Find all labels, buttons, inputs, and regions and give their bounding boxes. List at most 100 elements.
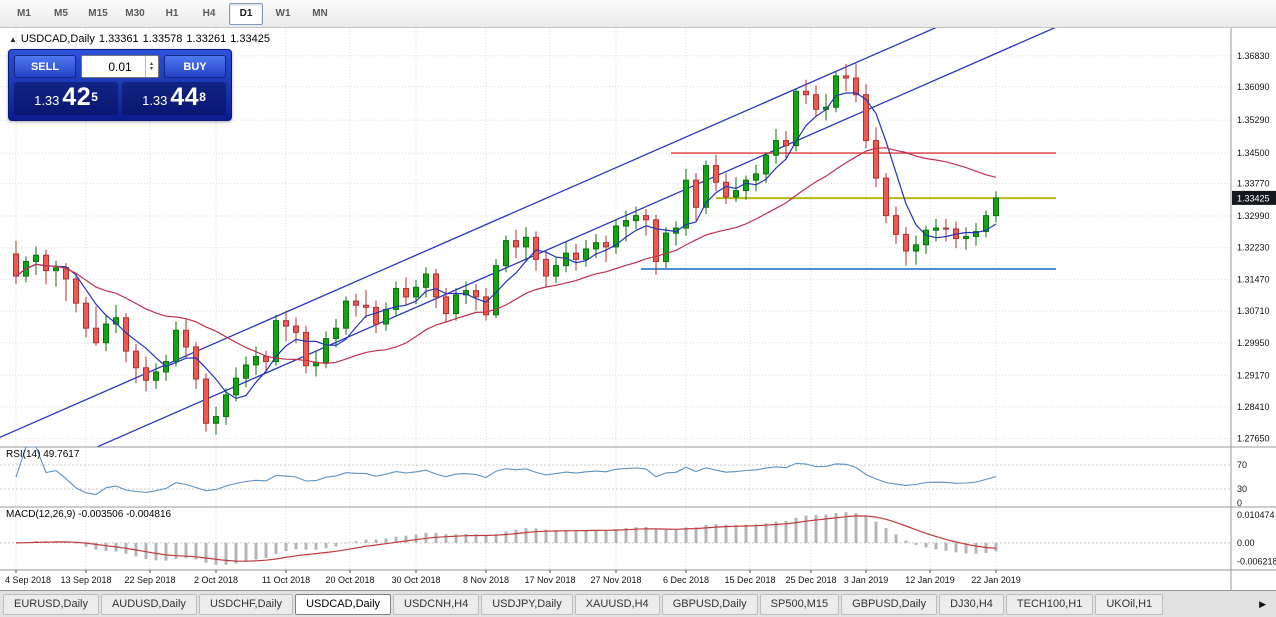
chart-window: ▲ USDCAD,Daily 1.33361 1.33578 1.33261 1… xyxy=(0,28,1276,590)
chart-tab-tech100-h1[interactable]: TECH100,H1 xyxy=(1005,593,1094,615)
ohlc-high: 1.33578 xyxy=(142,33,183,45)
bid-price-display[interactable]: 1.33 425 xyxy=(14,82,118,115)
price-axis-label: 1.36830 xyxy=(1237,51,1270,61)
lot-up-icon[interactable]: ▴ xyxy=(149,60,153,67)
timeframe-button-d1[interactable]: D1 xyxy=(229,2,263,25)
candle xyxy=(993,191,999,223)
candle xyxy=(43,249,49,285)
timeframe-button-h1[interactable]: H1 xyxy=(165,8,179,19)
rsi-indicator-label: RSI(14) 49.7617 xyxy=(6,449,79,460)
buy-button[interactable]: BUY xyxy=(164,55,226,78)
rsi-value: 49.7617 xyxy=(43,449,80,460)
candle xyxy=(103,314,109,352)
candle xyxy=(763,152,769,184)
timeframe-button-h4[interactable]: H4 xyxy=(202,8,216,19)
candle xyxy=(223,388,229,425)
candle xyxy=(843,63,849,92)
time-axis-label: 13 Sep 2018 xyxy=(60,575,111,585)
chart-tab-usdcad-daily[interactable]: USDCAD,Daily xyxy=(295,593,392,615)
candle xyxy=(503,235,509,273)
candle xyxy=(563,242,569,273)
timeframe-button-m30[interactable]: M30 xyxy=(125,8,145,19)
main-chart-plot xyxy=(0,28,1196,509)
candle xyxy=(783,131,789,159)
chart-tab-ukoil-h1[interactable]: UKOil,H1 xyxy=(1095,593,1164,615)
time-axis-label: 3 Jan 2019 xyxy=(844,575,889,585)
candle xyxy=(673,221,679,246)
chart-tab-bar: EURUSD,Daily AUDUSD,Daily USDCHF,Daily USDC… xyxy=(0,590,1276,617)
candle xyxy=(353,293,359,317)
chart-tab-usdcnh-h4[interactable]: USDCNH,H4 xyxy=(393,593,480,615)
time-axis-label: 17 Nov 2018 xyxy=(524,575,575,585)
candle xyxy=(413,279,419,304)
one-click-trading-panel: SELL 0.01 ▴ ▾ BUY 1.33 425 1.33 448 xyxy=(8,49,232,121)
candle xyxy=(153,363,159,390)
sell-button[interactable]: SELL xyxy=(14,55,76,78)
ask-pipette: 8 xyxy=(199,89,206,104)
candle xyxy=(523,227,529,263)
candle xyxy=(13,240,19,285)
candle xyxy=(703,160,709,214)
price-axis-label: 1.34500 xyxy=(1237,148,1270,158)
price-axis-label: 1.35290 xyxy=(1237,115,1270,125)
chart-tab-usdchf-daily[interactable]: USDCHF,Daily xyxy=(198,593,294,615)
time-axis-label: 11 Oct 2018 xyxy=(262,575,310,585)
candle xyxy=(603,235,609,263)
candle xyxy=(133,344,139,384)
candle xyxy=(663,227,669,269)
candle xyxy=(863,83,869,149)
timeframe-button-m15[interactable]: M15 xyxy=(88,8,108,19)
price-axis-label: 1.29170 xyxy=(1237,370,1270,380)
candle xyxy=(363,289,369,319)
timeframe-button-w1[interactable]: W1 xyxy=(275,8,291,19)
chart-tab-gbpusd-daily[interactable]: GBPUSD,Daily xyxy=(661,593,758,615)
candle xyxy=(613,218,619,254)
time-axis-label: 25 Dec 2018 xyxy=(785,575,836,585)
candle xyxy=(303,325,309,374)
macd-indicator-label: MACD(12,26,9) -0.003506 -0.004816 xyxy=(6,509,171,520)
time-axis-label: 30 Oct 2018 xyxy=(391,575,440,585)
candle xyxy=(723,173,729,204)
candle xyxy=(923,225,929,254)
candle xyxy=(83,296,89,338)
chart-tab-dj30-h4[interactable]: DJ30,H4 xyxy=(939,593,1004,615)
chart-tab-gbpusd-daily[interactable]: GBPUSD,Daily xyxy=(841,593,938,615)
time-axis-label: 15 Dec 2018 xyxy=(724,575,775,585)
time-axis-label: 27 Nov 2018 xyxy=(590,575,641,585)
candle xyxy=(53,260,59,287)
timeframe-button-m5[interactable]: M5 xyxy=(54,8,68,19)
candle xyxy=(533,231,539,271)
macd-panel-plot xyxy=(0,512,1231,565)
candle xyxy=(513,229,519,259)
bid-big-figure: 1.33 xyxy=(34,93,60,108)
chart-tab-usdjpy-daily[interactable]: USDJPY,Daily xyxy=(481,593,573,615)
trendline[interactable] xyxy=(0,28,1196,509)
lot-size-field[interactable]: 0.01 ▴ ▾ xyxy=(81,55,159,78)
timeframe-button-mn[interactable]: MN xyxy=(312,8,328,19)
trendline[interactable] xyxy=(0,28,1196,457)
timeframe-button-m1[interactable]: M1 xyxy=(17,8,31,19)
chart-symbol-label: USDCAD,Daily xyxy=(20,33,95,45)
chart-tab-audusd-daily[interactable]: AUDUSD,Daily xyxy=(100,593,197,615)
candle xyxy=(553,256,559,284)
macd-value: -0.003506 -0.004816 xyxy=(78,509,172,520)
chart-header: ▲ USDCAD,Daily 1.33361 1.33578 1.33261 1… xyxy=(9,33,270,45)
tab-scroll-right-icon[interactable]: ▶ xyxy=(1259,598,1266,609)
chart-tab-xauusd-h4[interactable]: XAUUSD,H4 xyxy=(574,593,660,615)
ask-price-display[interactable]: 1.33 448 xyxy=(122,82,226,115)
candle xyxy=(63,263,69,302)
chart-tab-sp500-m15[interactable]: SP500,M15 xyxy=(759,593,840,615)
one-click-toggle-icon[interactable]: ▲ xyxy=(9,34,17,44)
bid-pips: 42 xyxy=(62,83,92,111)
lot-down-icon[interactable]: ▾ xyxy=(149,65,153,72)
price-axis-label: 1.32230 xyxy=(1237,243,1270,253)
lot-spinner: ▴ ▾ xyxy=(145,56,157,77)
price-axis-label: 1.28410 xyxy=(1237,402,1270,412)
candle xyxy=(423,267,429,298)
current-price-text: 1.33425 xyxy=(1237,193,1270,203)
timeframe-toolbar: M1 M5 M15 M30 H1 H4 D1 W1 MN xyxy=(0,0,1276,28)
candle xyxy=(693,173,699,221)
candle xyxy=(483,288,489,321)
chart-tab-eurusd-daily[interactable]: EURUSD,Daily xyxy=(3,593,99,615)
candle xyxy=(733,177,739,203)
